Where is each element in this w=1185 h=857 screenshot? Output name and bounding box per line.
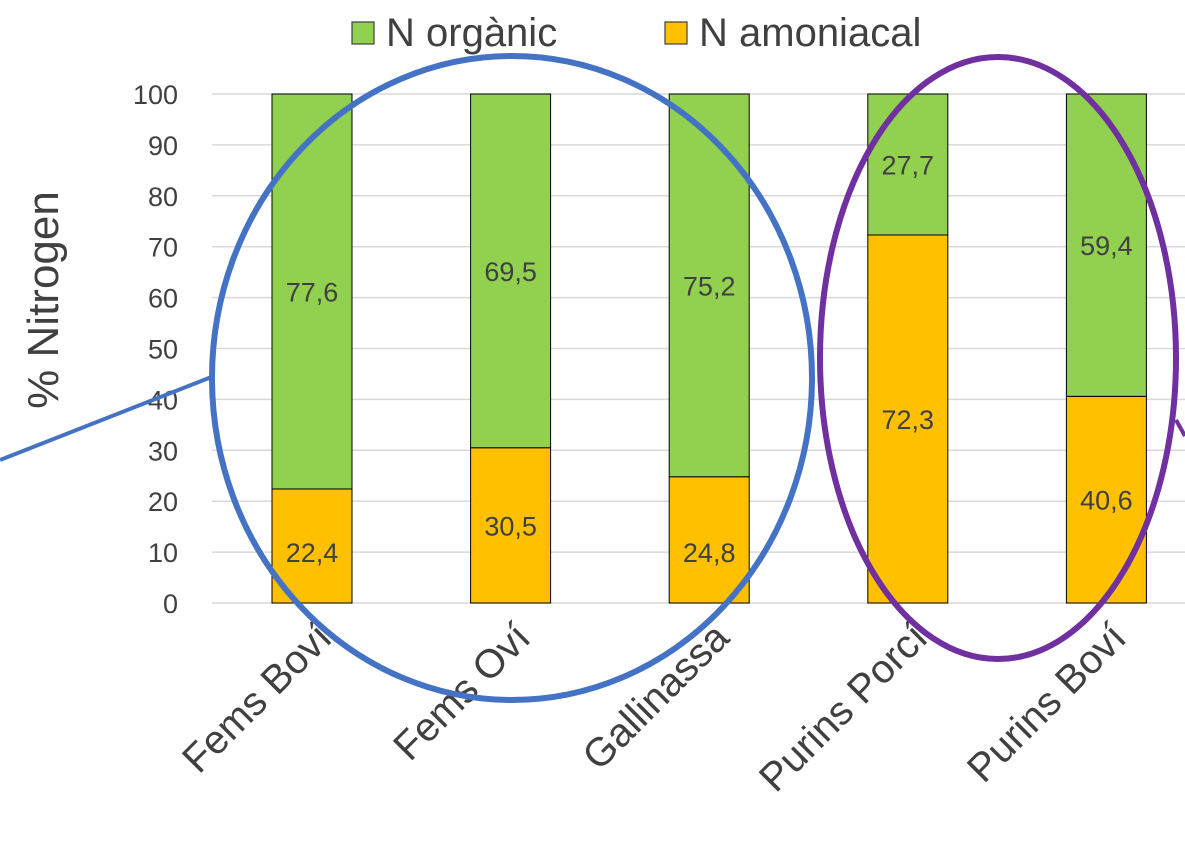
y-tick-label: 20	[148, 487, 178, 517]
y-tick-label: 50	[148, 335, 178, 365]
legend-label: N orgànic	[386, 11, 557, 55]
bar-segment-n-amoniacal	[470, 447, 552, 604]
y-tick-label: 100	[133, 80, 178, 110]
blue-ellipse-solid-manure	[209, 53, 815, 703]
legend: N orgànic N amoniacal	[351, 11, 921, 55]
y-tick-label: 10	[148, 538, 178, 568]
bar-segment-n-amoniacal	[668, 476, 750, 604]
x-category-label: Fems Boví	[174, 615, 340, 781]
data-labels: 22,4 77,6 30,5 69,5 24,8 75,2 72,3 27,7 40,6 59,4	[286, 150, 1133, 568]
bar-segment-n-amoniacal	[1065, 395, 1147, 604]
data-label: 77,6	[286, 277, 339, 307]
y-tick-label: 90	[148, 131, 178, 161]
data-label: 22,4	[286, 538, 339, 568]
bar-segment-n-organic	[271, 93, 353, 490]
y-tick-label: 60	[148, 284, 178, 314]
x-category-label: Gallinassa	[574, 615, 738, 779]
y-axis-label: % Nitrogen	[19, 191, 68, 409]
bar-segment-n-organic	[470, 93, 552, 449]
data-label: 75,2	[683, 271, 736, 301]
data-label: 72,3	[882, 405, 935, 435]
x-category-label: Fems Oví	[385, 615, 539, 769]
y-tick-label: 0	[163, 589, 178, 619]
blue-connector-line	[0, 374, 215, 462]
x-category-label: Purins Boví	[959, 615, 1135, 791]
y-tick-label: 80	[148, 182, 178, 212]
data-label: 59,4	[1080, 231, 1133, 261]
legend-label: N amoniacal	[699, 11, 921, 55]
bar-segment-n-amoniacal	[271, 488, 353, 604]
x-axis-category-labels: Fems Boví Fems Oví Gallinassa Purins Porcí P…	[174, 615, 1135, 801]
data-label: 69,5	[484, 257, 537, 287]
data-label: 40,6	[1080, 486, 1133, 516]
bar-segment-n-amoniacal	[867, 234, 949, 604]
y-tick-label: 70	[148, 233, 178, 263]
bar-segment-n-organic	[668, 93, 750, 478]
purple-ellipse-slurry	[817, 54, 1179, 662]
data-label: 30,5	[484, 511, 537, 541]
legend-swatch	[351, 21, 375, 45]
bars	[271, 93, 1147, 604]
bar-segment-n-organic	[867, 93, 949, 236]
purple-connector-line	[1174, 419, 1185, 437]
bar-segment-n-organic	[1065, 93, 1147, 397]
annotations	[0, 53, 1185, 703]
data-label: 24,8	[683, 538, 736, 568]
x-category-label: Purins Porcí	[751, 615, 936, 800]
data-label: 27,7	[882, 150, 935, 180]
legend-swatch	[664, 21, 688, 45]
y-tick-label: 30	[148, 436, 178, 466]
